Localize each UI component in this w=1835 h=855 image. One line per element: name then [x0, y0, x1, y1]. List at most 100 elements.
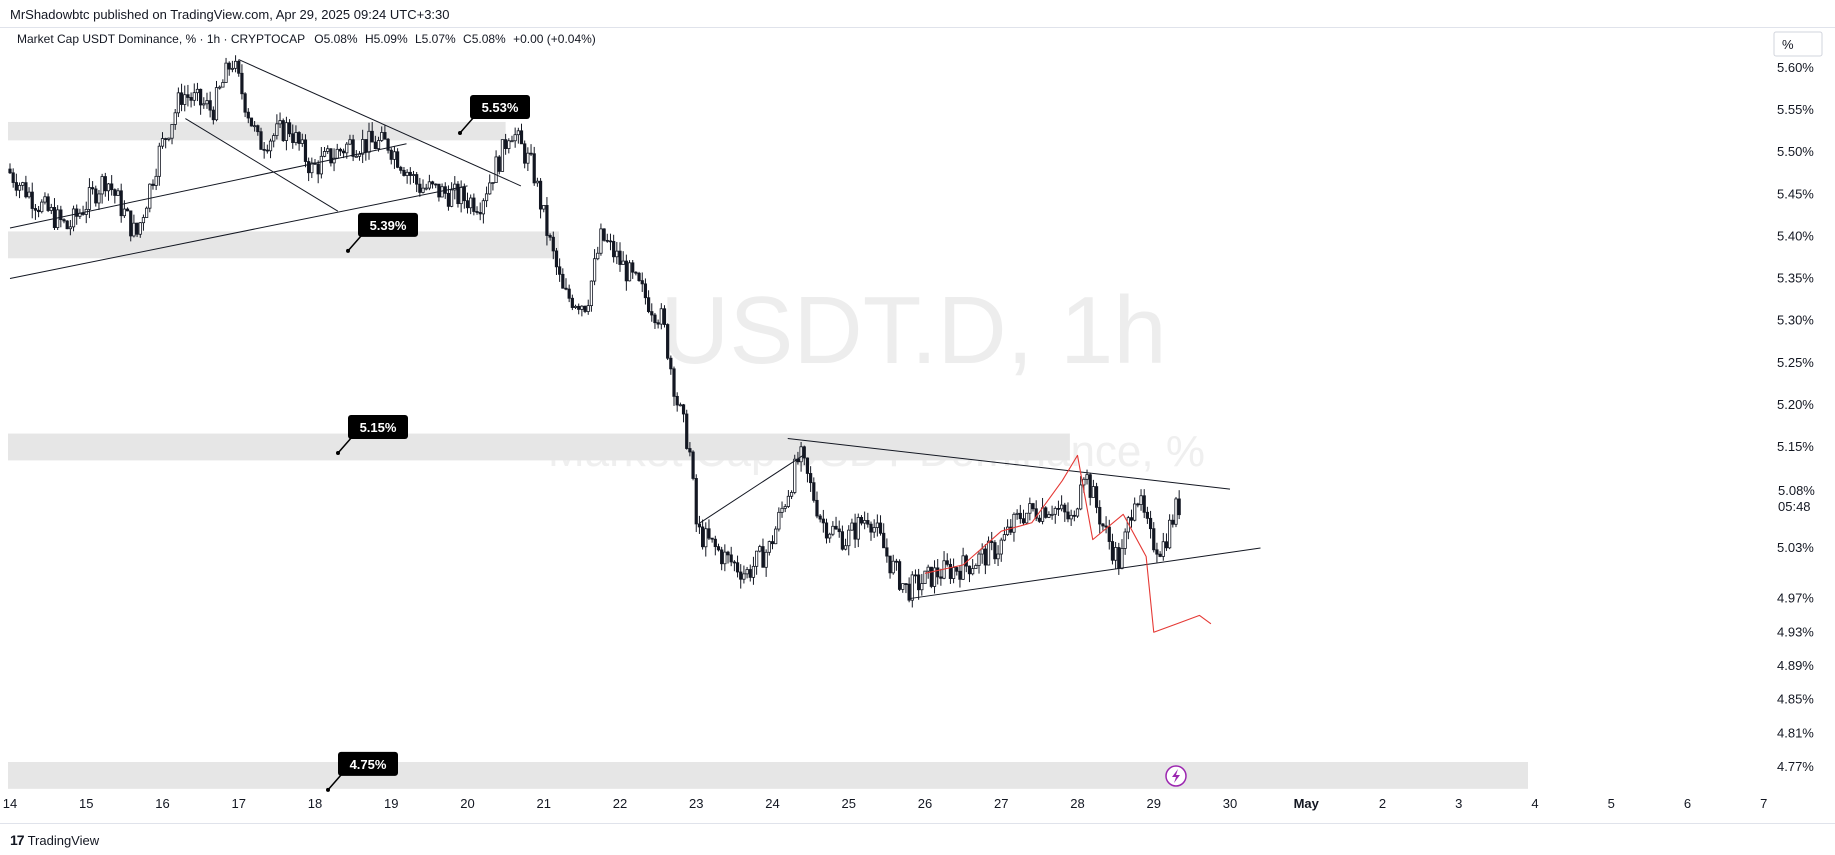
- watermark-symbol: USDT.D, 1h: [660, 277, 1167, 384]
- current-price: 5.08%: [1778, 483, 1815, 498]
- candle-body: [802, 446, 806, 459]
- candle-body: [894, 560, 899, 563]
- candle-body: [1094, 486, 1099, 508]
- price-label-box: [358, 212, 418, 237]
- zone-1: [8, 231, 559, 259]
- candle-body: [602, 228, 606, 241]
- candle-body: [421, 187, 425, 193]
- tradingview-logo-icon: 17: [10, 832, 25, 848]
- brand[interactable]: 17 TradingView: [10, 832, 99, 848]
- candle-body: [637, 272, 641, 282]
- candle-body: [332, 157, 336, 164]
- candle-body: [729, 554, 733, 563]
- candle-body: [338, 148, 343, 152]
- candle-body: [1123, 531, 1127, 549]
- candle-body: [1117, 547, 1121, 569]
- candle-body: [789, 492, 794, 497]
- candle-body: [875, 522, 879, 528]
- candle-body: [125, 208, 130, 212]
- price-chart[interactable]: USDT.D, 1h Market Cap USDT Dominance, % …: [0, 28, 1835, 823]
- candle-body: [24, 182, 28, 198]
- candle-body: [208, 100, 212, 111]
- candle-body: [33, 208, 38, 211]
- price-label-anchor: [326, 787, 330, 792]
- candle-body: [799, 446, 803, 463]
- candle-body: [627, 262, 632, 282]
- candle-body: [1006, 526, 1010, 536]
- candle-body: [157, 145, 161, 177]
- event-marker[interactable]: [1165, 765, 1187, 787]
- time-axis[interactable]: 14 15 16 17 18 19 20 21 22 23 24 25 26 27 28 29 30 May 2 3 4…: [3, 796, 1768, 811]
- time-tick: 21: [537, 796, 551, 811]
- candle-body: [1031, 503, 1035, 510]
- candle-body: [160, 138, 165, 147]
- candle-body: [631, 262, 635, 273]
- candle-body: [755, 550, 759, 567]
- candle-body: [999, 539, 1003, 555]
- candle-body: [367, 130, 371, 153]
- candle-body: [948, 563, 953, 579]
- candle-body: [424, 187, 428, 190]
- candle-body: [440, 186, 444, 198]
- candle-body: [481, 200, 485, 215]
- candle-body: [259, 131, 263, 150]
- candle-body: [21, 182, 25, 186]
- time-tick: 17: [232, 796, 246, 811]
- candle-body: [141, 217, 146, 224]
- candle-body: [1142, 495, 1146, 513]
- legend-low: L5.07%: [415, 32, 456, 46]
- price-label-pointer: [347, 234, 363, 252]
- candle-body: [500, 139, 505, 172]
- candle-body: [805, 457, 810, 474]
- candle-body: [253, 125, 257, 128]
- time-tick: 30: [1223, 796, 1237, 811]
- candle-body: [335, 148, 339, 159]
- time-tick: 3: [1455, 796, 1462, 811]
- candle-body: [707, 528, 711, 539]
- candle-body: [218, 86, 222, 89]
- candle-body: [262, 148, 266, 151]
- price-label-anchor: [336, 450, 340, 455]
- candle-body: [1056, 507, 1061, 510]
- price-label-2: 5.15%: [336, 414, 408, 455]
- candle-body: [748, 569, 752, 578]
- candle-body: [650, 311, 654, 316]
- top-bar: MrShadowbtc published on TradingView.com…: [0, 0, 1835, 28]
- candle-body: [596, 252, 600, 260]
- candle-body: [739, 571, 743, 580]
- price-labels-layer: 5.53% 5.39% 5.15% 4.75%: [326, 94, 530, 792]
- candle-body: [1025, 512, 1029, 524]
- candle-body: [195, 88, 200, 94]
- candle-body: [135, 222, 139, 235]
- candle-body: [227, 62, 231, 70]
- candle-body: [357, 153, 362, 157]
- legend-high: H5.09%: [365, 32, 408, 46]
- candle-body: [322, 151, 327, 157]
- candle-body: [52, 207, 57, 228]
- candle-body: [68, 226, 72, 230]
- price-label-pointer: [337, 436, 353, 454]
- candle-body: [1021, 518, 1026, 524]
- candle-body: [589, 280, 594, 307]
- candle-body: [634, 271, 638, 274]
- candle-body: [1079, 484, 1083, 510]
- unit-toggle[interactable]: [1773, 31, 1823, 57]
- candle-body: [847, 529, 851, 547]
- price-label-box: [338, 751, 398, 776]
- candle-body: [777, 511, 781, 530]
- candles-layer: [8, 55, 1181, 608]
- candle-body: [94, 188, 98, 204]
- time-tick: 25: [842, 796, 856, 811]
- candle-body: [980, 548, 984, 555]
- candle-body: [1037, 517, 1041, 522]
- candle-body: [265, 149, 269, 152]
- candle-body: [129, 210, 133, 237]
- candle-body: [888, 555, 892, 574]
- candle-body: [284, 122, 289, 141]
- candle-body: [554, 250, 559, 268]
- price-label-text: 5.53%: [482, 100, 519, 115]
- lightning-glyph: [1172, 769, 1180, 783]
- price-axis[interactable]: %: [1773, 31, 1823, 57]
- candle-body: [138, 222, 142, 235]
- trend-line-4: [699, 454, 804, 524]
